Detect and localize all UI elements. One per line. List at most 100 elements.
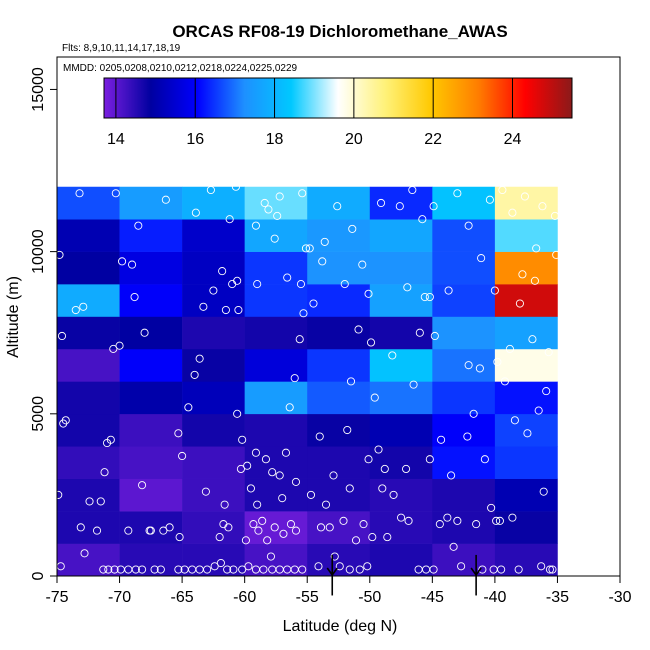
sample-point <box>418 215 427 224</box>
heatmap-cell <box>119 186 183 220</box>
heatmap-cell <box>494 543 558 577</box>
sample-point <box>485 195 494 204</box>
heatmap-cell <box>57 446 120 479</box>
sample-point <box>244 562 253 571</box>
y-tick-label: 5000 <box>30 396 47 432</box>
heatmap-cell <box>182 381 245 415</box>
heatmap-cell <box>369 446 433 479</box>
sample-point <box>216 558 225 568</box>
sample-point <box>354 325 363 334</box>
sample-point <box>130 292 139 302</box>
heatmap-cell <box>182 446 245 479</box>
sample-point <box>233 409 242 418</box>
sample-point <box>430 331 439 341</box>
sample-point <box>316 523 326 532</box>
heatmap-cell <box>244 284 308 317</box>
sample-point <box>291 526 301 535</box>
sample-point <box>215 533 224 542</box>
sample-point <box>236 464 245 474</box>
sample-point <box>285 403 294 412</box>
heatmap-cell <box>307 413 371 447</box>
sample-point <box>508 513 517 522</box>
sample-point <box>178 451 187 461</box>
sample-point <box>538 202 547 211</box>
sample-point <box>115 341 124 350</box>
sample-point <box>325 523 334 532</box>
sample-point <box>464 221 473 230</box>
x-tick-label: -50 <box>358 589 381 606</box>
sample-point <box>140 328 149 337</box>
sample-point <box>106 435 115 444</box>
sample-point <box>363 562 372 571</box>
sample-point <box>241 536 250 545</box>
sample-point <box>71 305 80 315</box>
sample-point <box>514 565 523 574</box>
sample-point <box>480 455 489 464</box>
sample-point <box>333 202 342 211</box>
sample-point <box>364 289 373 298</box>
sample-point <box>75 189 84 198</box>
sample-point <box>523 429 532 438</box>
sample-point <box>92 526 102 535</box>
sample-point <box>175 533 184 542</box>
heatmap-cell <box>432 284 496 317</box>
sample-point <box>359 520 368 529</box>
sample-point <box>469 409 478 418</box>
sample-point <box>358 260 367 269</box>
heatmap-cell <box>432 478 496 512</box>
colorbar-tick-label: 18 <box>266 131 284 148</box>
sample-point <box>329 471 338 480</box>
sample-point <box>477 254 486 263</box>
heatmap-cell <box>182 284 245 317</box>
sample-point <box>463 432 472 441</box>
sample-point <box>449 542 458 551</box>
heatmap-cell <box>432 413 496 447</box>
sample-point <box>258 516 267 525</box>
sample-point <box>209 286 218 295</box>
x-axis: -75 -70 -65 -60 -55 -50 -45 -40 -35 -30 <box>45 576 632 606</box>
sample-point <box>464 361 473 370</box>
heatmap-cell <box>182 251 245 285</box>
sample-point <box>161 195 170 204</box>
heatmap-cell <box>244 348 308 382</box>
sample-point <box>118 257 127 266</box>
sample-point <box>190 370 199 379</box>
plot-frame <box>56 56 621 577</box>
y-tick-label: 0 <box>30 571 47 580</box>
sample-point <box>403 283 412 292</box>
heatmap-cell <box>432 316 496 350</box>
sample-point <box>505 344 514 353</box>
colorbar-tick-label: 14 <box>107 131 125 148</box>
sample-point <box>266 552 275 561</box>
heatmap-cells <box>57 186 558 577</box>
sample-point <box>110 565 119 574</box>
sample-point <box>404 516 413 525</box>
sample-point <box>409 380 418 389</box>
sample-point <box>374 445 383 454</box>
heatmap-cell <box>494 348 558 382</box>
x-tick-label: -30 <box>608 589 631 606</box>
heatmap-cell <box>369 348 433 382</box>
heatmap-cell <box>57 543 120 577</box>
sample-point <box>420 292 429 302</box>
heatmap-cell <box>494 446 558 479</box>
heatmap-cell <box>119 381 183 415</box>
sample-point <box>281 448 291 457</box>
sample-point <box>368 533 377 542</box>
sample-markers <box>54 182 561 574</box>
heatmap-cell <box>307 478 371 512</box>
x-axis-title: Latitude (deg N) <box>283 618 398 635</box>
sample-point <box>138 565 147 574</box>
sample-point <box>159 526 168 535</box>
sample-point <box>290 374 299 383</box>
heatmap-cell <box>369 219 433 252</box>
sample-point <box>510 416 519 425</box>
x-tick-label: -35 <box>546 589 569 606</box>
sample-point <box>156 565 165 574</box>
sample-point <box>99 565 108 574</box>
sample-point <box>199 302 208 311</box>
sample-point <box>76 523 85 532</box>
sample-point <box>320 237 329 246</box>
heatmap-cell <box>119 543 183 577</box>
heatmap-cell <box>432 219 496 252</box>
